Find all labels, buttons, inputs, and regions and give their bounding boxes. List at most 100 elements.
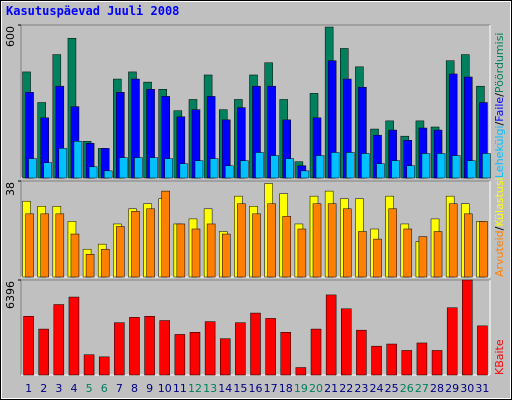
x-tick-label: 27 — [415, 382, 429, 395]
bar — [361, 153, 370, 179]
bar — [325, 294, 337, 376]
x-tick-label: 7 — [116, 382, 123, 395]
legend-entry: Lehekülgi — [493, 125, 506, 178]
legend-separator: / — [493, 93, 506, 97]
y-tick-label: 38 — [4, 182, 17, 196]
x-tick-label: 15 — [233, 382, 247, 395]
bar — [25, 213, 34, 278]
x-tick-label: 26 — [400, 382, 414, 395]
bar — [206, 223, 216, 278]
bar — [149, 157, 158, 179]
x-tick-label: 9 — [146, 382, 153, 395]
bar — [100, 248, 110, 278]
x-tick-label: 18 — [279, 382, 293, 395]
legend-entry: Külastusi — [493, 177, 506, 226]
x-tick-label: 11 — [173, 382, 187, 395]
y-tick-label: 6396 — [4, 281, 17, 309]
bar — [477, 325, 488, 376]
bar — [85, 254, 95, 278]
bar — [43, 162, 52, 179]
bar — [346, 152, 355, 179]
bar — [451, 155, 461, 179]
bar — [356, 329, 367, 376]
bar — [406, 165, 416, 179]
bar — [341, 308, 352, 376]
bar — [98, 356, 110, 376]
bar — [131, 211, 140, 278]
x-tick-label: 31 — [475, 382, 489, 395]
bar — [295, 367, 307, 376]
bar — [144, 316, 155, 376]
bar — [297, 228, 307, 278]
legend-entry: Faile — [493, 97, 506, 122]
bar — [391, 160, 400, 179]
bar — [371, 345, 382, 376]
bar — [343, 208, 352, 278]
bar — [448, 203, 458, 278]
legend: Arvuteid/Külastusi — [493, 177, 506, 277]
x-tick-label: 8 — [131, 382, 138, 395]
bar — [83, 354, 95, 376]
legend-separator: / — [493, 121, 506, 125]
x-tick-label: 6 — [101, 382, 108, 395]
bar — [73, 141, 83, 179]
bar — [53, 304, 65, 376]
bar — [209, 158, 219, 179]
bar — [358, 231, 367, 278]
bar — [103, 170, 113, 179]
bar — [237, 203, 246, 278]
bar — [189, 332, 201, 376]
bar — [134, 157, 143, 179]
bar — [446, 307, 458, 376]
x-tick-label: 16 — [249, 382, 263, 395]
bar — [388, 208, 397, 278]
x-tick-label: 4 — [70, 382, 77, 395]
x-tick-label: 3 — [55, 382, 62, 395]
bar — [68, 296, 80, 376]
bar — [255, 152, 264, 179]
x-tick-label: 1 — [25, 382, 32, 395]
legend-entry: KBaite — [493, 339, 506, 375]
bar — [416, 342, 428, 376]
bar — [265, 318, 276, 376]
x-tick-label: 20 — [309, 382, 323, 395]
bar — [433, 231, 443, 278]
bar — [418, 236, 428, 278]
bar — [58, 148, 68, 179]
x-tick-label: 5 — [86, 382, 93, 395]
bar — [421, 153, 431, 179]
bar — [310, 328, 322, 376]
bar — [204, 321, 216, 376]
bar — [146, 208, 155, 278]
bar — [23, 316, 34, 376]
bar — [436, 153, 446, 179]
bar — [159, 320, 170, 376]
x-tick-label: 17 — [264, 382, 278, 395]
x-tick-label: 19 — [294, 382, 308, 395]
bar — [194, 160, 204, 179]
bar — [282, 216, 292, 278]
bar — [176, 223, 186, 278]
bar — [116, 226, 125, 278]
bar — [300, 170, 310, 179]
x-tick-label: 29 — [445, 382, 459, 395]
bar — [467, 160, 476, 179]
bar — [70, 233, 80, 278]
bar — [179, 163, 189, 179]
bar — [164, 158, 173, 179]
bar — [330, 152, 340, 179]
bar — [376, 163, 385, 179]
bar — [312, 203, 322, 278]
bar — [252, 213, 261, 278]
bar — [327, 203, 337, 278]
bar — [119, 157, 128, 179]
bar — [161, 190, 170, 278]
bar — [221, 233, 231, 278]
bar — [219, 338, 231, 376]
x-tick-label: 13 — [203, 382, 217, 395]
legend-separator: / — [493, 226, 506, 230]
bar — [224, 165, 234, 179]
y-tick-label: 600 — [4, 26, 17, 47]
